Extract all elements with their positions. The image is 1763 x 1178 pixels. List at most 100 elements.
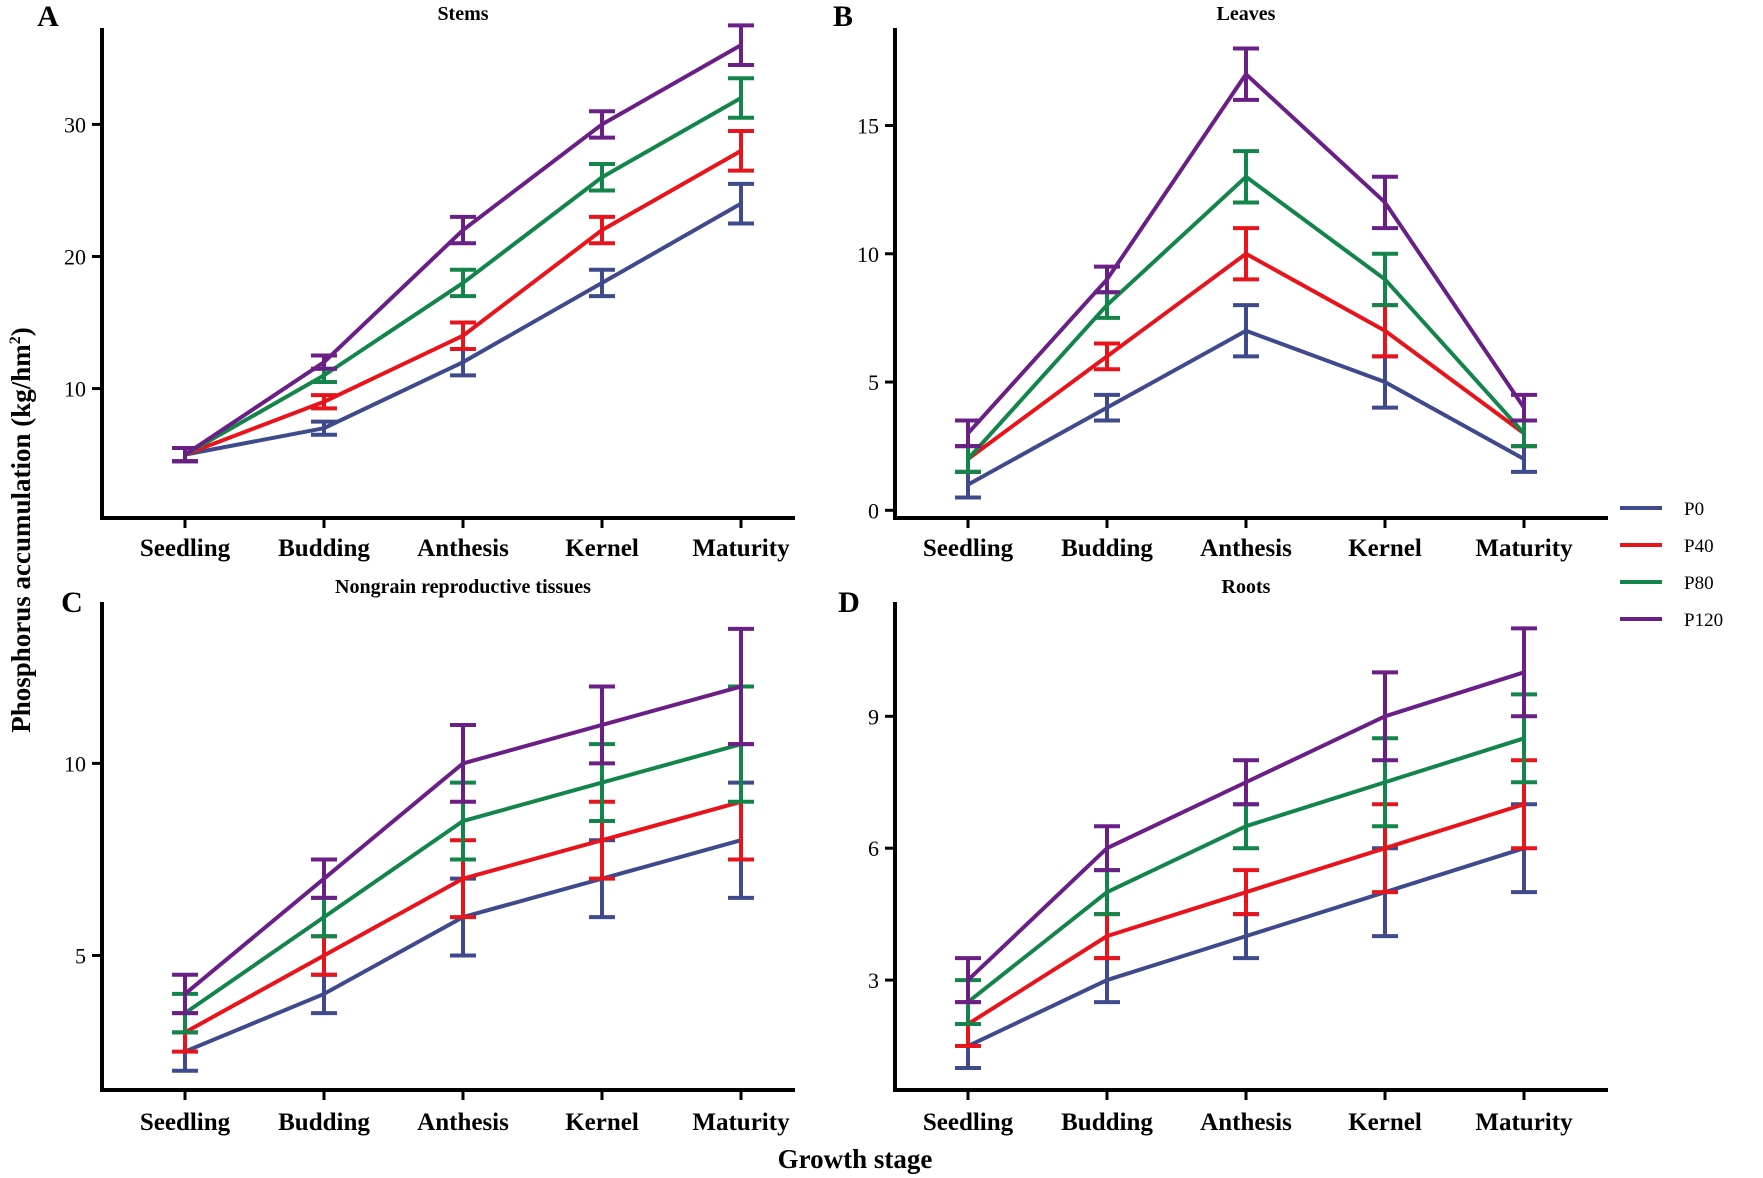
legend-item-p120: P120 xyxy=(1620,610,1723,631)
panel-title: Stems xyxy=(437,3,488,25)
error-bar xyxy=(1511,444,1537,474)
error-bar xyxy=(1511,392,1537,423)
x-tick-label: Anthesis xyxy=(1200,1109,1292,1136)
error-bar xyxy=(589,162,615,193)
x-tick-label: Budding xyxy=(278,1109,370,1136)
x-tick-label: Kernel xyxy=(565,535,639,562)
y-tick-label: 6 xyxy=(868,836,879,861)
error-bar xyxy=(1094,392,1120,423)
legend-label: P120 xyxy=(1684,610,1723,631)
x-tick-label: Anthesis xyxy=(417,1109,509,1136)
panel-c: C Nongrain reproductive tissues 5 10 Seedlin… xyxy=(61,576,795,1136)
error-bar xyxy=(1233,46,1259,102)
error-bar xyxy=(1233,149,1259,205)
y-tick-label: 20 xyxy=(64,244,86,269)
error-bar xyxy=(172,972,198,1016)
error-bar xyxy=(1233,303,1259,359)
error-bar xyxy=(1372,251,1398,308)
error-bar xyxy=(1233,758,1259,807)
error-bar xyxy=(1094,824,1120,873)
legend-label: P80 xyxy=(1684,573,1714,594)
x-tick-label: Budding xyxy=(1061,1109,1153,1136)
y-tick-label: 5 xyxy=(75,944,86,969)
error-bar xyxy=(589,267,615,299)
y-axis-title-main: Phosphorus accumulation (kg/hm xyxy=(6,344,36,733)
y-tick-label: 15 xyxy=(857,113,879,138)
legend-label: P40 xyxy=(1684,536,1714,557)
error-bar xyxy=(1094,912,1120,961)
legend: P0 P40 P80 P120 xyxy=(1620,499,1723,631)
error-bar xyxy=(450,214,476,246)
x-tick-label: Seedling xyxy=(140,535,231,562)
x-tick-label: Budding xyxy=(1061,535,1153,562)
error-bar xyxy=(1094,341,1120,372)
error-bar xyxy=(450,722,476,804)
series-p120 xyxy=(172,23,754,464)
error-bar xyxy=(728,181,754,226)
error-bar xyxy=(450,267,476,299)
x-tick-label: Maturity xyxy=(1475,535,1573,562)
error-bar xyxy=(311,934,337,977)
error-bar xyxy=(172,446,198,464)
x-tick-label: Seedling xyxy=(923,1109,1014,1136)
legend-item-p40: P40 xyxy=(1620,536,1714,557)
error-bar xyxy=(728,76,754,120)
series-p120 xyxy=(955,626,1537,1005)
error-bar xyxy=(311,419,337,437)
series-p120 xyxy=(172,626,754,1016)
series-p0 xyxy=(955,303,1537,500)
x-tick-label: Kernel xyxy=(565,1109,639,1136)
error-bar xyxy=(1094,956,1120,1005)
legend-item-p80: P80 xyxy=(1620,573,1714,594)
legend-label: P0 xyxy=(1684,499,1704,520)
error-bar xyxy=(1094,264,1120,295)
error-bar xyxy=(311,857,337,900)
panel-a: A Stems 10 20 30 Seedling Budding Anthesis Kerne… xyxy=(37,0,795,562)
error-bar xyxy=(728,129,754,173)
error-bar xyxy=(1372,670,1398,763)
y-tick-label: 9 xyxy=(868,704,879,729)
panel-title: Leaves xyxy=(1217,3,1276,25)
x-tick-label: Kernel xyxy=(1348,535,1422,562)
panel-letter: D xyxy=(838,586,860,619)
error-bar xyxy=(955,469,981,500)
y-tick-label: 5 xyxy=(868,370,879,395)
series-p80 xyxy=(955,692,1537,1027)
error-bar xyxy=(1372,174,1398,231)
error-bar xyxy=(1372,354,1398,410)
error-bar xyxy=(589,109,615,140)
error-bar xyxy=(1511,626,1537,719)
y-tick-label: 10 xyxy=(64,377,86,402)
y-axis-title: Phosphorus accumulation (kg/hm2) xyxy=(6,327,36,733)
x-axis-title: Growth stage xyxy=(778,1144,933,1174)
error-bar xyxy=(1233,868,1259,917)
x-tick-label: Budding xyxy=(278,535,370,562)
error-bar xyxy=(728,23,754,67)
error-bar xyxy=(1372,303,1398,359)
error-bar xyxy=(589,214,615,246)
x-tick-label: Maturity xyxy=(1475,1109,1573,1136)
panel-d: D Roots 3 6 9 Seedling Budding Anthesis Kernel Ma… xyxy=(838,576,1608,1136)
panel-letter: B xyxy=(833,0,853,33)
y-tick-label: 30 xyxy=(64,112,86,137)
x-tick-label: Kernel xyxy=(1348,1109,1422,1136)
panel-title: Nongrain reproductive tissues xyxy=(335,576,591,598)
y-tick-label: 0 xyxy=(868,498,879,523)
error-bar xyxy=(1233,802,1259,851)
error-bar xyxy=(450,320,476,351)
error-bar xyxy=(311,353,337,371)
error-bar xyxy=(311,393,337,411)
error-bar xyxy=(450,346,476,378)
error-bar xyxy=(311,895,337,939)
y-tick-label: 10 xyxy=(64,751,86,776)
error-bar xyxy=(1233,912,1259,961)
panel-letter: A xyxy=(37,0,59,33)
y-tick-label: 10 xyxy=(857,242,879,267)
series-p120 xyxy=(955,46,1537,449)
x-tick-label: Seedling xyxy=(140,1109,231,1136)
y-tick-label: 3 xyxy=(868,968,879,993)
x-tick-label: Maturity xyxy=(692,535,790,562)
x-tick-label: Anthesis xyxy=(1200,535,1292,562)
error-bar xyxy=(955,418,981,449)
